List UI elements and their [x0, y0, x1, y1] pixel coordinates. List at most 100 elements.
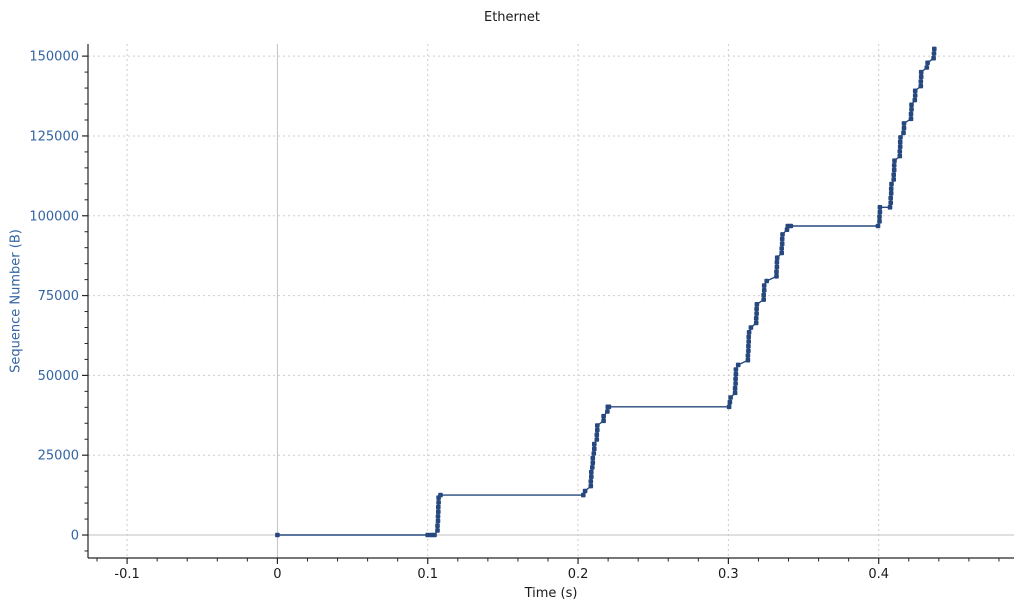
x-tick-label: 0.1 — [417, 567, 438, 582]
data-point-marker — [918, 79, 924, 84]
data-point-marker — [754, 306, 759, 312]
data-point-marker — [753, 320, 759, 326]
data-point-marker — [774, 255, 780, 260]
data-point-marker — [748, 325, 754, 330]
data-point-marker — [735, 362, 741, 368]
data-point-marker — [908, 116, 914, 122]
tick-marks — [82, 55, 1000, 564]
data-point-marker — [761, 297, 766, 302]
x-tick-label: -0.1 — [114, 567, 139, 582]
y-tick-label: 25000 — [38, 449, 79, 464]
data-point-marker — [591, 451, 597, 456]
x-tick-labels: -0.1 0 0.1 0.2 0.3 0.4 — [114, 567, 889, 582]
gridlines — [88, 44, 1014, 558]
data-point-marker — [889, 181, 894, 187]
data-point-marker — [875, 223, 881, 229]
data-point-marker — [754, 302, 760, 307]
data-point-marker — [912, 93, 918, 98]
data-point-marker — [435, 523, 440, 528]
data-point-marker — [774, 264, 780, 270]
data-point-marker — [912, 88, 918, 94]
data-point-marker — [436, 509, 441, 514]
data-point-marker — [918, 74, 924, 80]
data-point-marker — [601, 418, 606, 424]
data-point-marker — [438, 492, 443, 498]
data-point-marker — [592, 446, 597, 452]
y-tick-label: 50000 — [38, 369, 79, 384]
data-point-marker — [891, 163, 897, 168]
data-point-marker — [931, 51, 937, 56]
series-tcp-sequence-numbers — [275, 46, 937, 538]
data-point-marker — [435, 514, 441, 519]
data-point-marker — [746, 348, 751, 354]
data-point-marker — [732, 390, 738, 396]
data-point-marker — [727, 399, 733, 405]
y-tick-labels: 0 25000 50000 75000 100000 125000 150000 — [29, 50, 79, 544]
data-point-marker — [595, 427, 600, 433]
data-point-marker — [594, 437, 600, 442]
data-point-marker — [589, 469, 594, 475]
data-point-marker — [877, 219, 882, 224]
x-tick-label: 0 — [273, 567, 281, 582]
data-point-marker — [774, 260, 780, 265]
data-point-marker — [589, 474, 594, 479]
data-point-marker — [888, 195, 893, 201]
data-point-marker — [753, 316, 759, 321]
data-point-marker — [788, 223, 794, 229]
data-point-marker — [761, 283, 767, 288]
data-point-marker — [892, 158, 897, 163]
data-point-marker — [761, 288, 767, 293]
data-point-marker — [732, 385, 738, 391]
data-point-marker — [726, 404, 732, 410]
y-tick-label: 0 — [71, 529, 79, 544]
data-point-marker — [728, 395, 733, 400]
y-tick-label: 75000 — [38, 289, 79, 304]
data-point-marker — [897, 153, 903, 159]
y-tick-label: 150000 — [29, 50, 79, 65]
data-point-marker — [888, 186, 894, 191]
data-point-marker — [432, 532, 437, 538]
data-point-marker — [912, 97, 918, 103]
data-point-marker — [925, 60, 930, 66]
data-point-marker — [901, 130, 906, 136]
data-point-marker — [774, 269, 779, 274]
data-point-marker — [746, 339, 751, 344]
data-point-marker — [733, 367, 739, 372]
data-point-marker — [877, 214, 882, 219]
data-point-marker — [897, 139, 903, 145]
axes — [87, 44, 1014, 559]
data-point-marker — [888, 191, 894, 196]
data-point-marker — [590, 465, 595, 470]
data-point-marker — [909, 102, 914, 108]
data-point-marker — [733, 371, 739, 377]
data-point-marker — [918, 83, 924, 89]
data-point-marker — [918, 69, 924, 75]
data-point-marker — [733, 376, 738, 382]
data-point-marker — [590, 455, 596, 461]
data-point-marker — [275, 532, 280, 538]
data-point-marker — [746, 330, 752, 335]
data-point-marker — [746, 343, 751, 349]
data-point-marker — [435, 518, 441, 524]
data-point-marker — [877, 205, 883, 210]
x-tick-label: 0.2 — [568, 567, 589, 582]
data-point-marker — [436, 500, 441, 505]
chart-title: Ethernet — [484, 10, 540, 25]
data-point-marker — [779, 250, 784, 256]
data-point-marker — [901, 125, 907, 131]
data-point-marker — [932, 46, 937, 52]
y-tick-label: 125000 — [29, 129, 79, 144]
data-point-marker — [435, 528, 440, 533]
series-line — [277, 48, 935, 536]
data-point-marker — [588, 483, 594, 489]
data-point-marker — [582, 488, 588, 494]
data-point-marker — [761, 292, 766, 298]
y-tick-label: 100000 — [29, 209, 79, 224]
data-point-marker — [601, 413, 606, 419]
data-point-marker — [754, 311, 759, 316]
data-point-marker — [774, 274, 779, 279]
x-axis-title: Time (s) — [524, 586, 578, 601]
data-point-marker — [606, 404, 612, 410]
